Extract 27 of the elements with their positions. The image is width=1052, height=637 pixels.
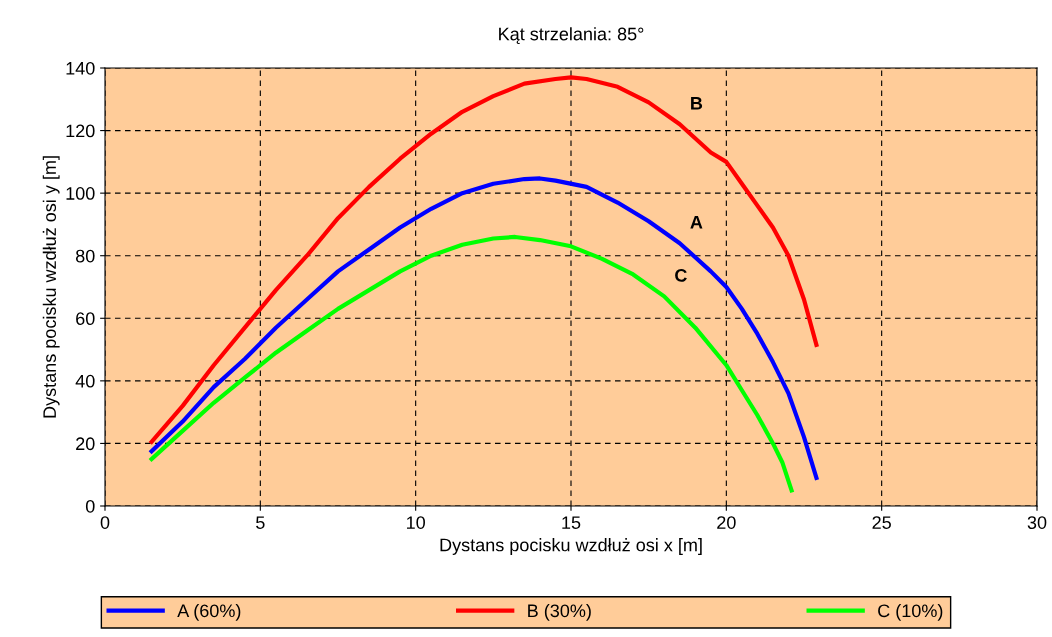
legend-label: A (60%) (177, 603, 241, 621)
y-tick-label: 140 (66, 61, 95, 75)
y-tick-label: 100 (66, 187, 95, 200)
x-tick-label: 10 (407, 516, 425, 529)
x-tick-label: 15 (562, 516, 581, 529)
y-axis-title: Dystans pocisku wzdłuż osi y [m] (42, 156, 60, 418)
line-series (149, 234, 794, 493)
x-tick-label: 20 (717, 516, 736, 529)
y-tick-label: 40 (75, 374, 95, 388)
x-tick-label: 5 (256, 516, 265, 529)
x-axis-title: Dystans pocisku wzdłuż osi x [m] (440, 538, 702, 555)
annotation: B (691, 97, 703, 110)
legend-label: C (10%) (878, 603, 943, 621)
y-tick-label: 20 (76, 437, 95, 451)
y-tick-label: 60 (76, 312, 95, 326)
annotation: A (690, 216, 703, 229)
line-series (149, 75, 819, 444)
x-tick-label: 25 (872, 516, 891, 529)
chart-title: Kąt strzelania: 85° (499, 27, 644, 44)
line-series (149, 176, 819, 480)
x-tick-label: 0 (100, 516, 110, 529)
x-tick-label: 30 (1027, 516, 1047, 529)
y-tick-label: 80 (75, 249, 95, 263)
legend-label: B (30%) (528, 603, 591, 621)
y-tick-label: 0 (85, 499, 95, 513)
y-tick-label: 120 (66, 124, 95, 138)
annotation: C (675, 269, 687, 282)
